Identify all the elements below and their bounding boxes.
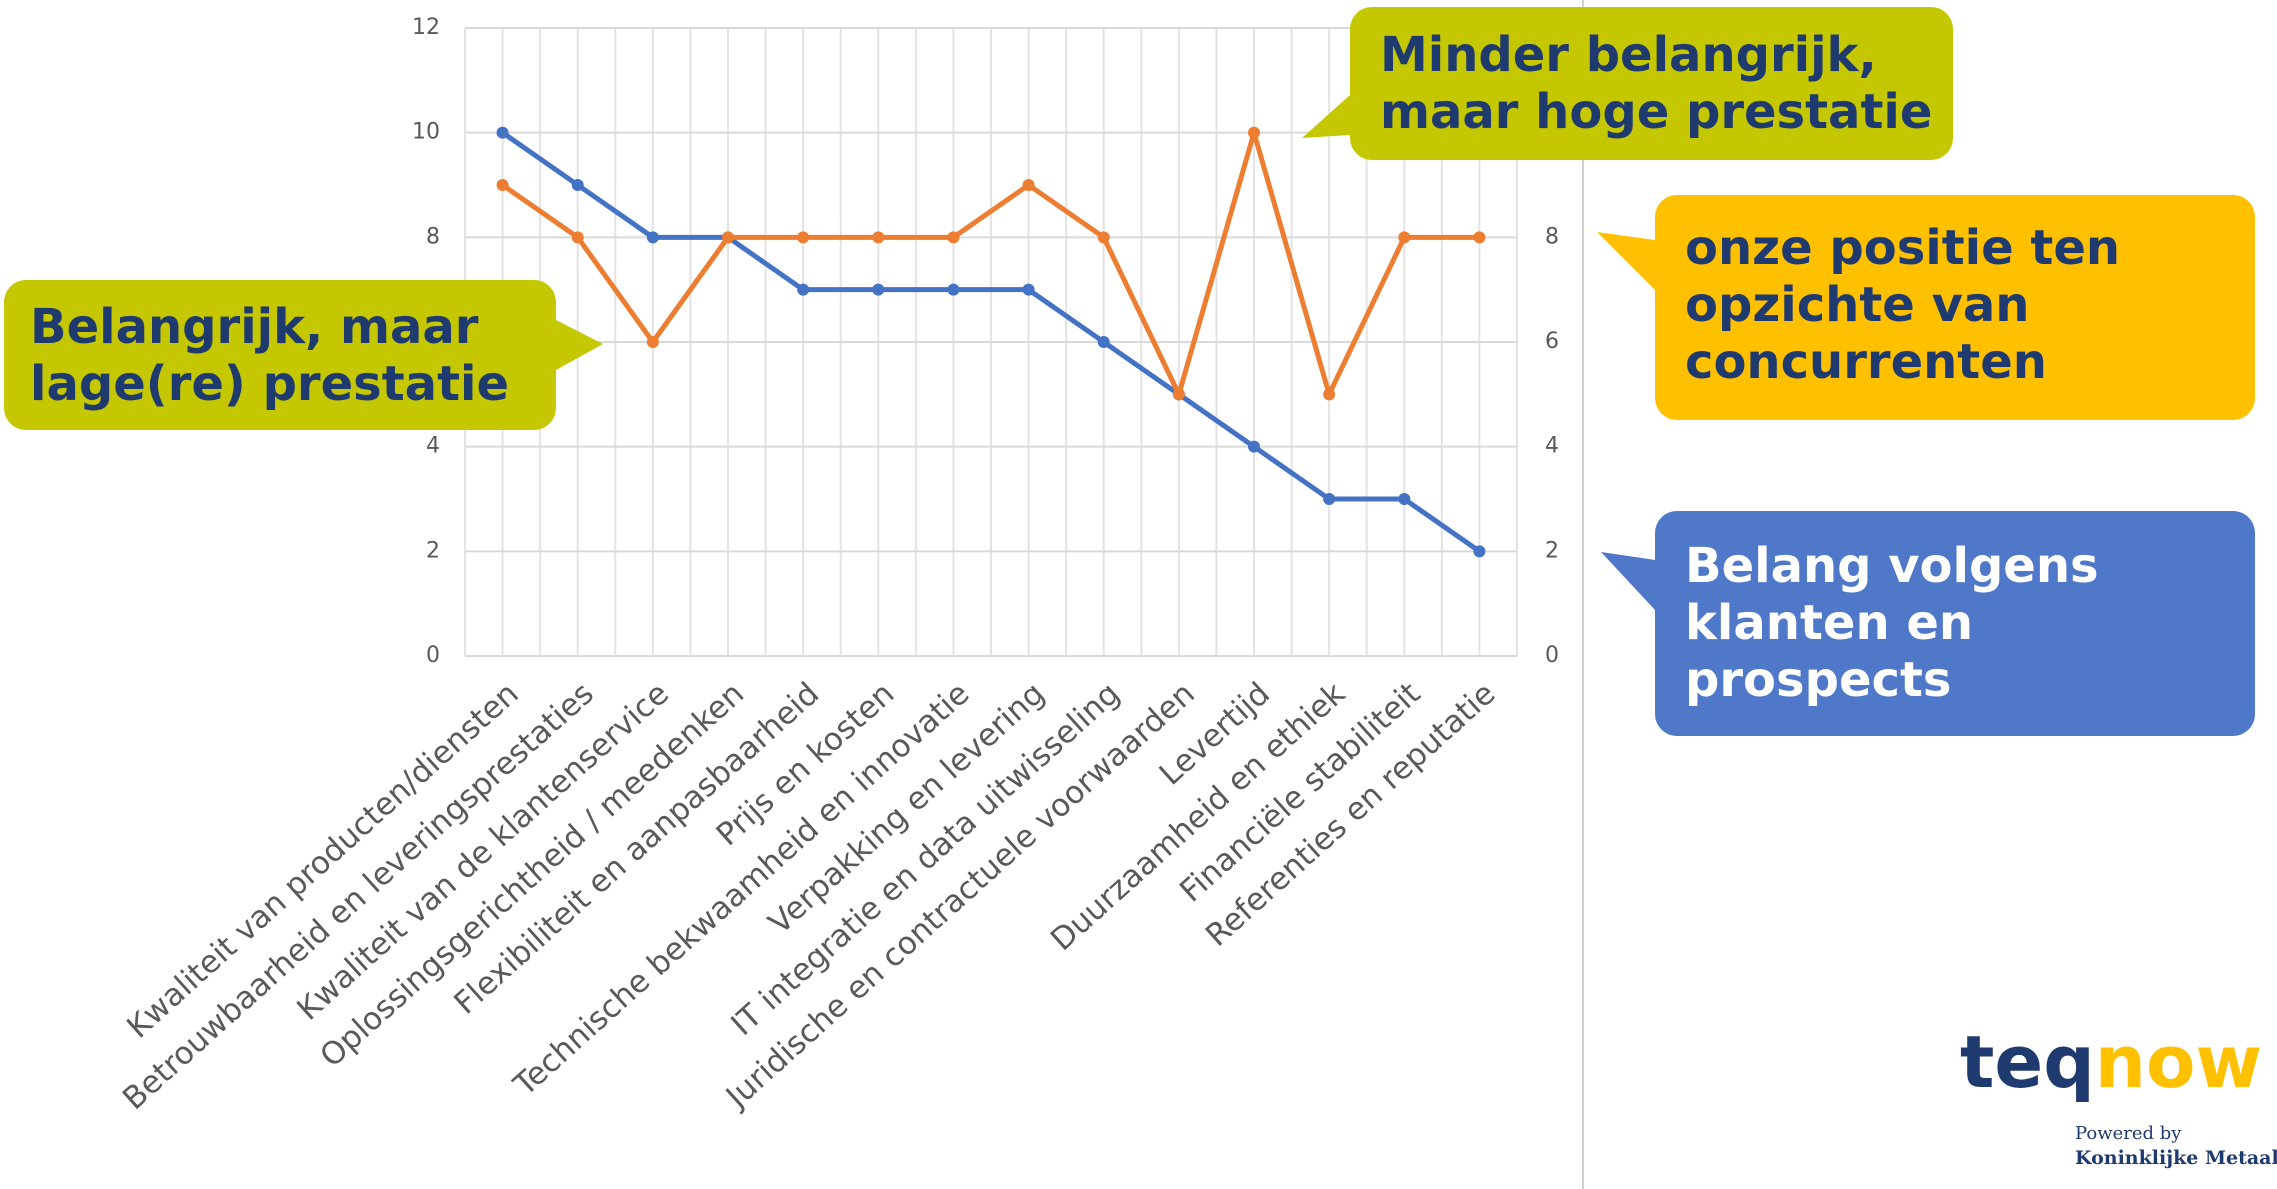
point <box>1473 231 1486 244</box>
y2-tick-label: 0 <box>1545 643 1559 668</box>
point <box>1022 283 1035 296</box>
point <box>1323 493 1336 505</box>
callout-text: Belangrijk, maar <box>30 299 479 355</box>
callout-box <box>1350 7 1953 160</box>
y2-tick-label: 2 <box>1545 538 1559 563</box>
series-line <box>501 130 1481 554</box>
callout-text: klanten en <box>1685 595 1973 651</box>
point <box>646 336 659 348</box>
logo: teqnow Powered by Koninklijke Metaalunie <box>1960 1020 2277 1169</box>
point <box>947 231 960 244</box>
logo-brand-part: now <box>2095 1020 2262 1104</box>
callout-text: opzichte van <box>1685 277 2029 333</box>
callout-text: Minder belangrijk, <box>1380 27 1877 83</box>
y2-tick-label: 8 <box>1545 224 1559 249</box>
y-tick-label: 12 <box>412 15 440 40</box>
y-tick-label: 0 <box>426 643 440 668</box>
y2-tick-label: 4 <box>1545 434 1559 459</box>
y-tick-label: 8 <box>426 224 440 249</box>
point <box>571 179 584 191</box>
point <box>1097 336 1110 348</box>
callout-text: Belang volgens <box>1685 538 2099 594</box>
logo-tagline: Koninklijke Metaalunie <box>2075 1147 2277 1169</box>
plot <box>496 126 1486 558</box>
y-tick-label: 2 <box>426 538 440 563</box>
y2-tick-label: 6 <box>1545 329 1559 354</box>
point <box>1398 493 1411 505</box>
callout-box <box>1655 195 2255 420</box>
callout-text: lage(re) prestatie <box>30 356 509 412</box>
grid: 024681012024681012Kwaliteit van producte… <box>116 15 1573 1117</box>
point <box>496 126 509 139</box>
callout-tail <box>556 320 603 370</box>
callout-box <box>1655 511 2255 736</box>
point <box>872 283 885 296</box>
series-line <box>501 130 1480 397</box>
point <box>1248 126 1260 139</box>
callout-box <box>4 280 556 430</box>
point <box>1398 231 1411 244</box>
point <box>797 231 810 244</box>
callout-text: concurrenten <box>1685 334 2047 390</box>
y-tick-label: 4 <box>426 434 440 459</box>
callout-tail <box>1597 232 1655 290</box>
annotations: Minder belangrijk,maar hoge prestatie Bel… <box>4 7 2255 736</box>
y-tick-label: 10 <box>412 120 440 145</box>
point <box>1097 231 1110 244</box>
callout-tail <box>1601 552 1655 610</box>
point <box>496 179 509 191</box>
logo-tagline: Powered by <box>2075 1123 2182 1144</box>
point <box>947 283 960 296</box>
point <box>872 231 885 244</box>
point <box>797 283 810 296</box>
point <box>1248 440 1260 453</box>
point <box>1172 388 1185 401</box>
point <box>722 231 734 244</box>
callout: Minder belangrijk,maar hoge prestatie <box>1302 7 1953 160</box>
point <box>1323 388 1336 401</box>
point <box>1473 545 1486 558</box>
logo-brand-part: teq <box>1960 1020 2095 1104</box>
callout-text: maar hoge prestatie <box>1380 84 1932 140</box>
callout-tail <box>1302 95 1350 138</box>
logo-brand: teqnow <box>1960 1020 2262 1104</box>
callout-text: onze positie ten <box>1685 220 2120 276</box>
point <box>571 231 584 244</box>
point <box>1022 179 1035 191</box>
callout-text: prospects <box>1685 652 1951 708</box>
point <box>646 231 659 244</box>
